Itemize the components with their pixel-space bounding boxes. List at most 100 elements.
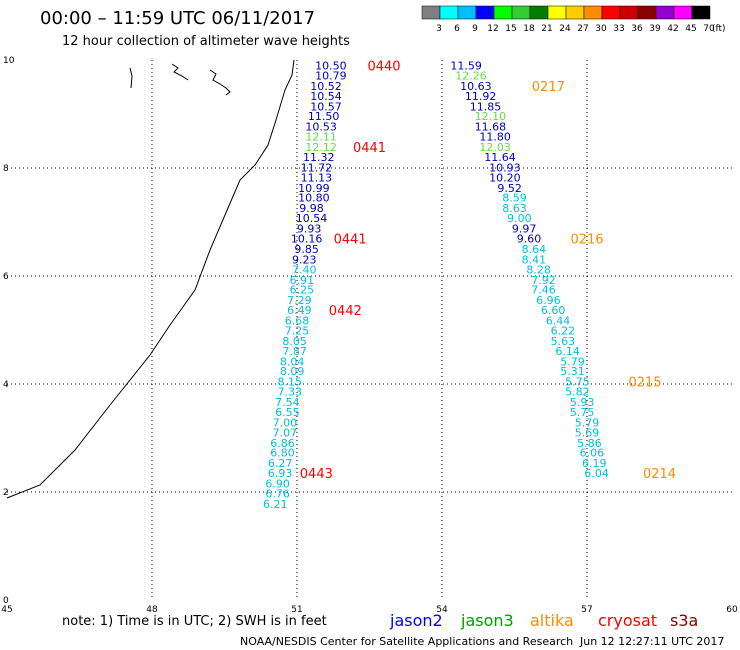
legend-label: 15 [505, 24, 516, 34]
wave-height-value: 9.23 [292, 253, 317, 266]
wave-height-value: 11.64 [484, 151, 516, 164]
wave-height-value: 10.50 [315, 59, 347, 72]
chart-subtitle: 12 hour collection of altimeter wave hei… [62, 34, 350, 49]
timestamp-text: Jun 12 12:27:11 UTC 2017 [579, 635, 724, 648]
legend-label: 70 [703, 24, 715, 34]
legend-label: 42 [667, 24, 678, 34]
satellite-legend-s3a: s3a [670, 611, 698, 630]
legend-swatch [673, 5, 693, 20]
wave-height-value: 10.99 [298, 182, 330, 195]
wave-height-value: 12.11 [305, 131, 337, 144]
wave-height-value: 6.68 [285, 314, 310, 327]
wave-height-value: 12.10 [475, 110, 507, 123]
legend-swatch [529, 5, 549, 20]
legend-swatch [547, 5, 567, 20]
data-points: 10.5010.7910.5210.5410.5711.5010.5312.11… [263, 59, 609, 510]
x-tick-labels: 45 48 51 54 57 60 [1, 605, 738, 615]
wave-height-value: 11.32 [303, 151, 335, 164]
legend-label: 33 [613, 24, 624, 34]
wave-height-value: 8.05 [282, 335, 307, 348]
satellite-legend-jason2: jason2 [389, 611, 443, 630]
wave-height-value: 10.79 [315, 70, 347, 83]
wave-height-value: 11.80 [479, 131, 511, 144]
wave-height-value: 10.16 [291, 233, 323, 246]
x-tick-label: 48 [146, 605, 158, 615]
wave-height-value: 10.63 [460, 80, 492, 93]
wave-height-value: 5.63 [551, 335, 576, 348]
pass-time-label: 0443 [300, 467, 333, 482]
legend-swatch [493, 5, 513, 20]
wave-height-value: 6.76 [265, 488, 290, 501]
legend-label: 30 [595, 24, 607, 34]
legend-swatch [619, 5, 639, 20]
wave-height-value: 5.79 [575, 416, 600, 429]
y-tick-label: 2 [3, 488, 9, 498]
coastline-main [6, 59, 295, 499]
legend-swatch [691, 5, 711, 20]
wave-height-value: 9.97 [512, 222, 537, 235]
wave-height-value: 6.91 [290, 274, 315, 287]
wave-height-value: 6.49 [287, 304, 312, 317]
y-tick-label: 6 [3, 272, 9, 282]
wave-height-value: 7.25 [285, 325, 310, 338]
legend-swatch [439, 5, 459, 20]
note-text: note: 1) Time is in UTC; 2) SWH is in fe… [62, 614, 327, 629]
wave-height-value: 8.41 [522, 253, 547, 266]
legend-label: 39 [649, 24, 661, 34]
wave-height-value: 6.93 [268, 467, 293, 480]
coastline [6, 59, 295, 499]
wave-height-value: 9.00 [507, 212, 532, 225]
wave-height-value: 12.26 [455, 70, 487, 83]
legend-swatch [583, 5, 603, 20]
wave-height-value: 11.50 [308, 110, 340, 123]
pass-time-label: 0214 [643, 467, 676, 482]
wave-height-value: 11.68 [475, 120, 507, 133]
island-a [129, 67, 133, 89]
legend-label: 21 [541, 24, 552, 34]
wave-height-value: 7.33 [278, 386, 303, 399]
legend-swatch [565, 5, 585, 20]
satellite-legend-jason3: jason3 [460, 611, 514, 630]
wave-height-value: 11.72 [301, 161, 333, 174]
satellite-legend-altika: altika [530, 611, 574, 630]
wave-height-value: 10.80 [298, 192, 330, 205]
legend-swatch [457, 5, 477, 20]
pass-time-label: 0442 [329, 304, 362, 319]
wave-height-value: 10.54 [296, 212, 328, 225]
wave-height-value: 6.44 [546, 314, 571, 327]
legend-swatch [601, 5, 621, 20]
legend-swatch [421, 5, 441, 20]
pass-time-label: 0217 [532, 80, 565, 95]
wave-height-value: 6.96 [536, 294, 561, 307]
x-tick-label: 54 [436, 605, 448, 615]
x-tick-label: 45 [1, 605, 12, 615]
legend-swatch [511, 5, 531, 20]
legend-label: 24 [559, 24, 571, 34]
pass-time-label: 0216 [570, 233, 603, 248]
wave-height-value: 10.54 [310, 90, 342, 103]
pass-labels: 0440 0441 0441 0442 0443 0217 0216 0215 0214 [300, 59, 676, 482]
wave-height-value: 8.09 [280, 365, 305, 378]
legend-label: 27 [577, 24, 588, 34]
wave-height-value: 6.60 [541, 304, 566, 317]
wave-height-value: 6.80 [270, 447, 295, 460]
wave-height-value: 9.85 [294, 243, 319, 256]
wave-height-value: 10.53 [305, 120, 337, 133]
pass-time-label: 0441 [353, 141, 386, 156]
pass-time-label: 0440 [367, 59, 400, 74]
wave-height-value: 9.93 [297, 222, 322, 235]
wave-height-value: 6.55 [275, 406, 300, 419]
wave-height-value: 7.29 [287, 294, 312, 307]
wave-height-value: 9.60 [517, 233, 542, 246]
wave-height-value: 6.25 [290, 284, 315, 297]
legend-label: 45 [685, 24, 696, 34]
wave-height-value: 6.90 [265, 477, 290, 490]
wave-height-value: 6.86 [270, 437, 295, 450]
wave-height-value: 5.82 [565, 386, 590, 399]
wave-height-value: 5.75 [570, 406, 595, 419]
legend-unit: (ft) [712, 24, 726, 34]
wave-height-value: 6.21 [263, 498, 288, 511]
wave-height-value: 12.12 [305, 141, 337, 154]
wave-height-value: 10.93 [489, 161, 521, 174]
